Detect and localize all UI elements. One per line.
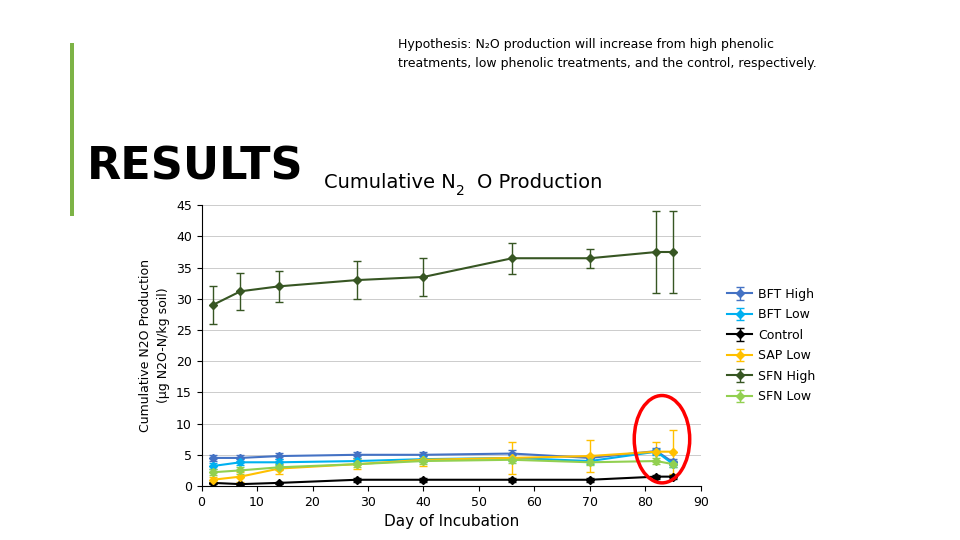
Text: 2: 2 [456,184,465,198]
Text: O Production: O Production [477,173,603,192]
Text: RESULTS: RESULTS [86,146,303,189]
Y-axis label: Cumulative N2O Production
(µg N2O-N/kg soil): Cumulative N2O Production (µg N2O-N/kg s… [139,259,171,432]
Text: Cumulative N: Cumulative N [324,173,456,192]
X-axis label: Day of Incubation: Day of Incubation [384,514,518,529]
Text: Hypothesis: N₂O production will increase from high phenolic
treatments, low phen: Hypothesis: N₂O production will increase… [398,38,817,70]
Legend: BFT High, BFT Low, Control, SAP Low, SFN High, SFN Low: BFT High, BFT Low, Control, SAP Low, SFN… [722,283,821,408]
